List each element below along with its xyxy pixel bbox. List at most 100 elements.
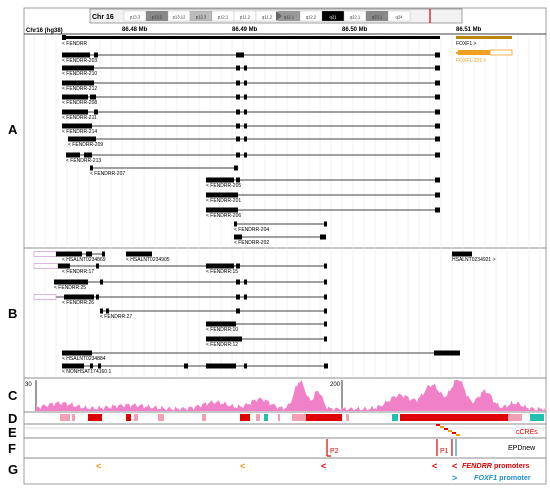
ccre-block	[400, 414, 508, 421]
ideogram-band-label: p12.3	[196, 15, 207, 20]
ccre-small-mark	[440, 426, 444, 428]
panel-d-ccre-track	[60, 414, 544, 421]
exon-block	[236, 294, 240, 300]
exon-block	[236, 308, 240, 314]
ccre-small-mark	[452, 432, 456, 434]
exon-block	[324, 321, 327, 327]
exon-block	[90, 94, 96, 100]
exon-block	[435, 177, 440, 183]
panel-e-ccre-legend: cCREs	[24, 424, 546, 436]
exon-block	[435, 80, 440, 86]
panel-f-epd-track: EPDnew P2 P1	[326, 439, 536, 457]
transcript-label: HSALNT0234921 >	[452, 257, 496, 263]
transcript-label: < FENDRR-203	[62, 58, 97, 64]
exon-block	[435, 94, 440, 100]
ccre-block	[508, 414, 522, 421]
pink-signal-area	[36, 380, 545, 411]
transcript-label: < FENDRR-211	[62, 115, 97, 121]
transcript-label: < FENDRR-209	[68, 142, 103, 148]
transcript-label: < FENDRR-204	[234, 227, 269, 233]
ruler-tick-4: 86.51 Mb	[456, 27, 482, 33]
exon-block	[435, 123, 440, 129]
exon-block	[62, 65, 94, 71]
exon-block	[90, 363, 93, 369]
foxf1-promoter-label: FOXF1 promoter	[474, 473, 531, 482]
exon-block	[33, 251, 57, 257]
ccre-block	[306, 414, 342, 421]
exon-block	[62, 109, 88, 115]
chromosome-ideogram: Chr 16 p13.3 p13.2 p13.12 p12.3 p12.1 p11.2 q1…	[89, 8, 463, 24]
ideogram-band-label: q21	[330, 15, 338, 20]
foxf1-gene-label: FOXF1 >	[456, 41, 477, 47]
coordinate-ruler: Chr16 (hg38) 86.48 Mb 86.49 Mb 86.50 Mb …	[24, 27, 546, 35]
transcript-label: < FENDRR-201	[206, 198, 241, 204]
exon-block	[62, 123, 92, 129]
foxf1-transcript-utr	[489, 49, 513, 56]
exon-block	[54, 279, 88, 285]
frame-track-e	[23, 423, 547, 439]
exon-block	[206, 363, 236, 369]
exon-block	[86, 251, 92, 257]
epdnew-label: EPDnew	[508, 445, 536, 452]
exon-block	[236, 177, 240, 183]
exon-block	[62, 80, 94, 86]
ideogram-band-label: q11.2	[262, 15, 273, 20]
transcript-label: < HSALNT0234869	[62, 257, 106, 263]
transcript-label: < FENDRR:25	[54, 285, 86, 291]
p2-label: P2	[330, 448, 339, 455]
ideogram-band-label: q24	[396, 15, 404, 20]
foxf1-italic: FOXF1	[474, 473, 497, 482]
exon-block	[62, 94, 88, 100]
exon-block	[236, 279, 240, 285]
panel-letter-g: G	[8, 462, 18, 477]
exon-block	[90, 165, 93, 171]
ccre-block	[264, 414, 268, 421]
ideogram-bands: p13.3 p13.2 p13.12 p12.3 p12.1 p11.2 q11.2 q12.…	[123, 10, 411, 22]
ccre-block	[256, 414, 260, 421]
fendrr-arrow-p1: <	[432, 461, 437, 471]
fendrr-gene-label: < FENDRR	[62, 41, 88, 47]
exon-block	[96, 263, 99, 269]
ideogram-band	[387, 10, 411, 22]
panel-a-genes: < FENDRR FOXF1 > FOXF1-201 > < FENDRR-20…	[62, 35, 513, 246]
transcript-label: < FENDRR-212	[62, 86, 97, 92]
ccre-small-mark	[444, 428, 448, 430]
ccre-small-mark	[436, 424, 440, 426]
ccre-small-marks	[436, 424, 460, 436]
exon-block	[435, 52, 440, 58]
frame-track-g	[23, 457, 547, 485]
foxf1-transcript-label: FOXF1-201 >	[456, 58, 487, 64]
exon-block	[236, 152, 240, 158]
exon-block	[62, 52, 90, 58]
exon-block	[56, 251, 82, 257]
exon-block	[435, 109, 440, 115]
panel-b-transcripts: < HSALNT0234869 < HSALNT0234905 HSALNT0234…	[33, 251, 496, 375]
ccre-block	[88, 414, 102, 421]
panel-letter-e: E	[8, 425, 17, 440]
ccre-block	[202, 414, 206, 421]
exon-block	[324, 294, 327, 300]
panel-a-transcripts: < FENDRR-203 < FENDRR-210 < FENDRR-212 < FE…	[62, 52, 440, 246]
exon-block	[33, 294, 57, 300]
exon-block	[452, 251, 472, 257]
exon-block	[126, 251, 152, 257]
panel-g-promoter-arrows: < < < < < FENDRR promoters > FOXF1 promo…	[96, 461, 531, 483]
exon-block	[62, 350, 92, 356]
exon-block	[64, 294, 94, 300]
exon-block	[324, 279, 327, 285]
exon-block	[33, 263, 59, 269]
ideogram-band-label: p13.2	[152, 15, 163, 20]
fendrr-gene-bar-end	[62, 35, 66, 40]
ccre-block	[392, 414, 398, 421]
exon-block	[240, 52, 244, 58]
panel-c-scale-max: 200	[330, 382, 341, 388]
frame-track-f	[23, 437, 547, 459]
exon-block	[234, 221, 237, 227]
exon-block	[435, 65, 440, 71]
fendrr-italic: FENDRR	[462, 461, 493, 470]
exon-block	[324, 221, 327, 227]
exon-block	[244, 363, 247, 369]
ruler-tick-2: 86.49 Mb	[232, 27, 258, 33]
exon-block	[236, 123, 240, 129]
